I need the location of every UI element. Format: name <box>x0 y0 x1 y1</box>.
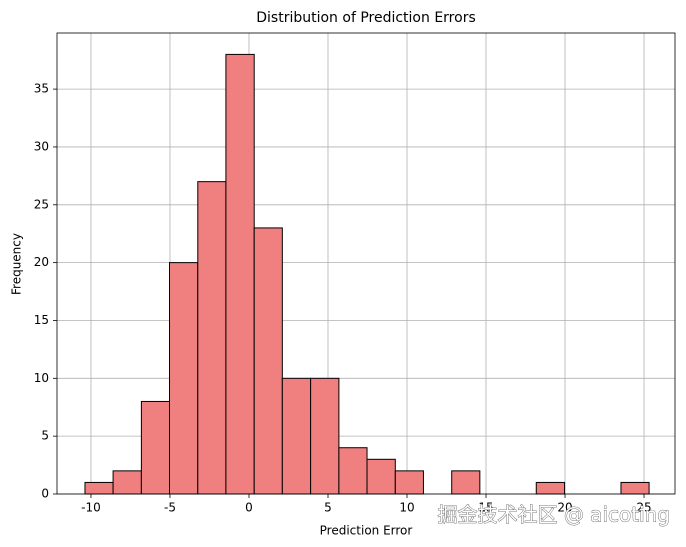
bar <box>620 481 650 495</box>
bar <box>84 481 114 495</box>
bar <box>169 262 199 495</box>
bar <box>140 400 171 495</box>
bar <box>451 470 481 495</box>
chart-title: Distribution of Prediction Errors <box>256 10 476 26</box>
bar <box>112 470 142 495</box>
x-tick-label: 0 <box>245 501 253 515</box>
y-tick-label: 30 <box>34 139 49 153</box>
bar <box>281 377 312 495</box>
x-tick-label: -5 <box>164 501 176 515</box>
bar <box>225 53 255 495</box>
watermark: 掘金技术社区 @ aicoting <box>437 503 670 527</box>
y-tick-label: 5 <box>41 429 49 443</box>
x-tick-label: 20 <box>557 501 572 515</box>
y-axis-label: Frequency <box>10 233 24 295</box>
bar <box>535 481 566 495</box>
y-tick-label: 15 <box>34 313 49 327</box>
x-tick-label: -10 <box>81 501 101 515</box>
x-tick-label: 5 <box>324 501 332 515</box>
y-tick-label: 10 <box>34 371 49 385</box>
x-tick-label: 15 <box>478 501 493 515</box>
bar <box>253 227 283 495</box>
bar <box>197 181 227 495</box>
x-tick-label: 10 <box>399 501 414 515</box>
x-tick-label: 25 <box>636 501 651 515</box>
bar <box>394 470 424 495</box>
bar <box>366 458 396 495</box>
x-axis-label: Prediction Error <box>320 524 413 538</box>
bar <box>338 447 368 495</box>
y-tick-label: 20 <box>34 255 49 269</box>
y-tick-label: 35 <box>34 82 49 96</box>
bar <box>310 377 340 495</box>
y-tick-label: 0 <box>41 487 49 501</box>
plot-frame <box>56 32 676 495</box>
y-tick-label: 25 <box>34 197 49 211</box>
